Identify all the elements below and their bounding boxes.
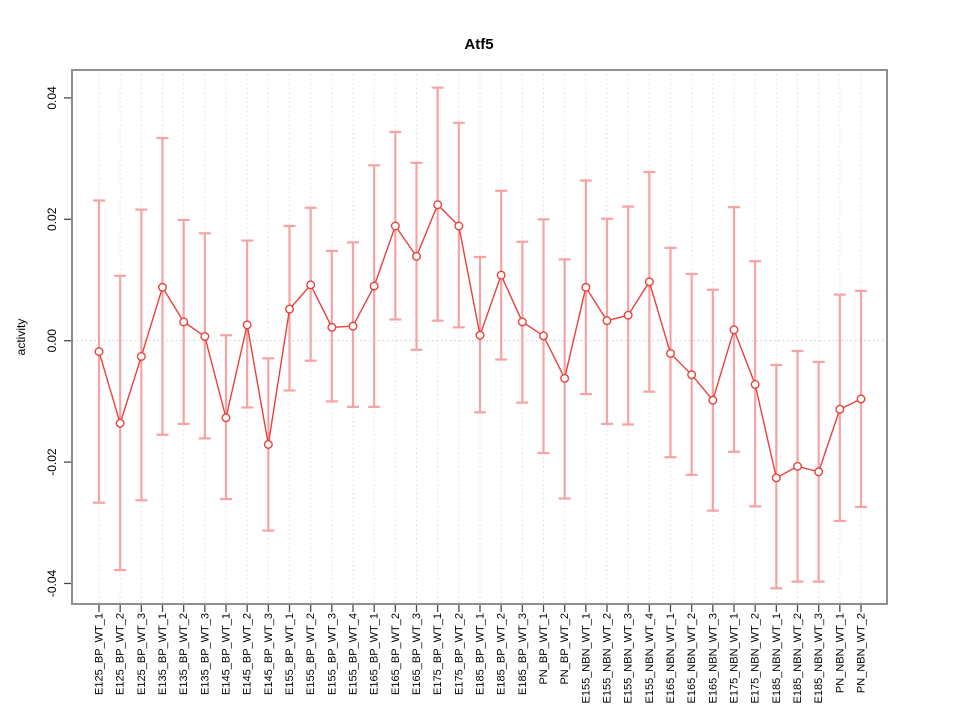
data-point	[433, 200, 443, 210]
data-point	[729, 325, 739, 335]
axis-ticks	[64, 97, 862, 612]
x-tick-label: E125_BP_WT_2	[115, 613, 127, 695]
x-tick-label: E175_BP_WT_2	[453, 613, 465, 695]
x-tick-label: E165_BP_WT_1	[369, 613, 381, 695]
data-point	[94, 347, 104, 357]
x-tick-label: E145_BP_WT_1	[221, 613, 233, 695]
data-point	[539, 331, 549, 341]
data-point	[200, 331, 210, 341]
data-point	[602, 316, 612, 326]
data-point	[454, 221, 464, 231]
x-tick-label: E145_BP_WT_2	[242, 613, 254, 695]
data-point	[666, 348, 676, 358]
x-tick-label: E155_NBN_WT_3	[623, 613, 635, 704]
x-tick-label: E125_BP_WT_3	[136, 613, 148, 695]
y-tick-label: 0.00	[45, 329, 59, 353]
x-tick-label: E185_NBN_WT_3	[813, 613, 825, 704]
y-tick-label: -0.04	[45, 569, 59, 597]
x-tick-label: E155_NBN_WT_1	[580, 613, 592, 704]
y-tick-labels: 0.04 0.02 0.00 -0.02 -0.04	[45, 86, 59, 597]
x-tick-label: E175_BP_WT_1	[432, 613, 444, 695]
data-point	[750, 379, 760, 389]
x-tick-label: E135_BP_WT_2	[178, 613, 190, 695]
data-point	[560, 373, 570, 383]
data-point	[814, 467, 824, 477]
x-tick-label: PN_NBN_WT_2	[856, 613, 868, 693]
x-tick-label: E155_NBN_WT_2	[602, 613, 614, 704]
plot-box	[71, 69, 888, 605]
x-tick-label: E165_NBN_WT_1	[665, 613, 677, 704]
x-tick-label: E185_BP_WT_3	[517, 613, 529, 695]
x-tick-label: E125_BP_WT_1	[94, 613, 106, 695]
data-point	[708, 395, 718, 405]
data-point	[221, 413, 231, 423]
x-tick-label: E165_NBN_WT_3	[707, 613, 719, 704]
x-tick-label: E175_NBN_WT_2	[750, 613, 762, 704]
y-tick-label: 0.04	[45, 86, 59, 110]
data-point	[348, 321, 358, 331]
x-tick-label: E155_BP_WT_4	[348, 613, 360, 695]
y-tick-label: -0.02	[45, 448, 59, 476]
data-point	[179, 317, 189, 327]
data-point	[856, 394, 866, 404]
x-tick-label: PN_NBN_WT_1	[834, 613, 846, 693]
x-tick-label: E165_BP_WT_3	[411, 613, 423, 695]
data-point	[327, 322, 337, 332]
x-tick-label: E145_BP_WT_3	[263, 613, 275, 695]
x-tick-label: E155_BP_WT_1	[284, 613, 296, 695]
x-tick-label: E155_NBN_WT_4	[644, 613, 656, 704]
x-tick-label: E155_BP_WT_3	[326, 613, 338, 695]
x-tick-label: E185_BP_WT_2	[496, 613, 508, 695]
data-point	[263, 439, 273, 449]
data-point	[623, 310, 633, 320]
data-point	[644, 277, 654, 287]
data-points	[94, 200, 866, 483]
data-point	[242, 320, 252, 330]
data-point	[517, 317, 527, 327]
data-point	[581, 282, 591, 292]
data-point	[285, 304, 295, 314]
x-tick-labels: E125_BP_WT_1 E125_BP_WT_2 E125_BP_WT_3 E135…	[94, 613, 868, 704]
data-point	[835, 404, 845, 414]
data-point	[115, 418, 125, 428]
x-tick-label: PN_BP_WT_2	[559, 613, 571, 685]
y-tick-label: 0.02	[45, 207, 59, 231]
data-point	[390, 221, 400, 231]
data-point	[793, 461, 803, 471]
data-point	[412, 251, 422, 261]
x-tick-label: E155_BP_WT_2	[305, 613, 317, 695]
data-point	[157, 282, 167, 292]
data-point	[687, 370, 697, 380]
x-tick-label: E165_NBN_WT_2	[686, 613, 698, 704]
x-tick-label: E185_NBN_WT_1	[771, 613, 783, 704]
data-point	[369, 281, 379, 291]
plot-frame	[71, 69, 888, 605]
x-tick-label: E175_NBN_WT_1	[729, 613, 741, 704]
x-tick-label: E185_NBN_WT_2	[792, 613, 804, 704]
x-tick-label: PN_BP_WT_1	[538, 613, 550, 685]
data-point	[475, 330, 485, 340]
data-point	[771, 473, 781, 483]
data-point	[306, 280, 316, 290]
y-axis-label: activity	[14, 319, 28, 356]
data-point	[136, 351, 146, 361]
x-tick-label: E135_BP_WT_1	[157, 613, 169, 695]
data-point	[496, 270, 506, 280]
x-tick-label: E135_BP_WT_3	[199, 613, 211, 695]
chart-title: Atf5	[464, 36, 493, 53]
x-tick-label: E165_BP_WT_2	[390, 613, 402, 695]
x-tick-label: E185_BP_WT_1	[475, 613, 487, 695]
